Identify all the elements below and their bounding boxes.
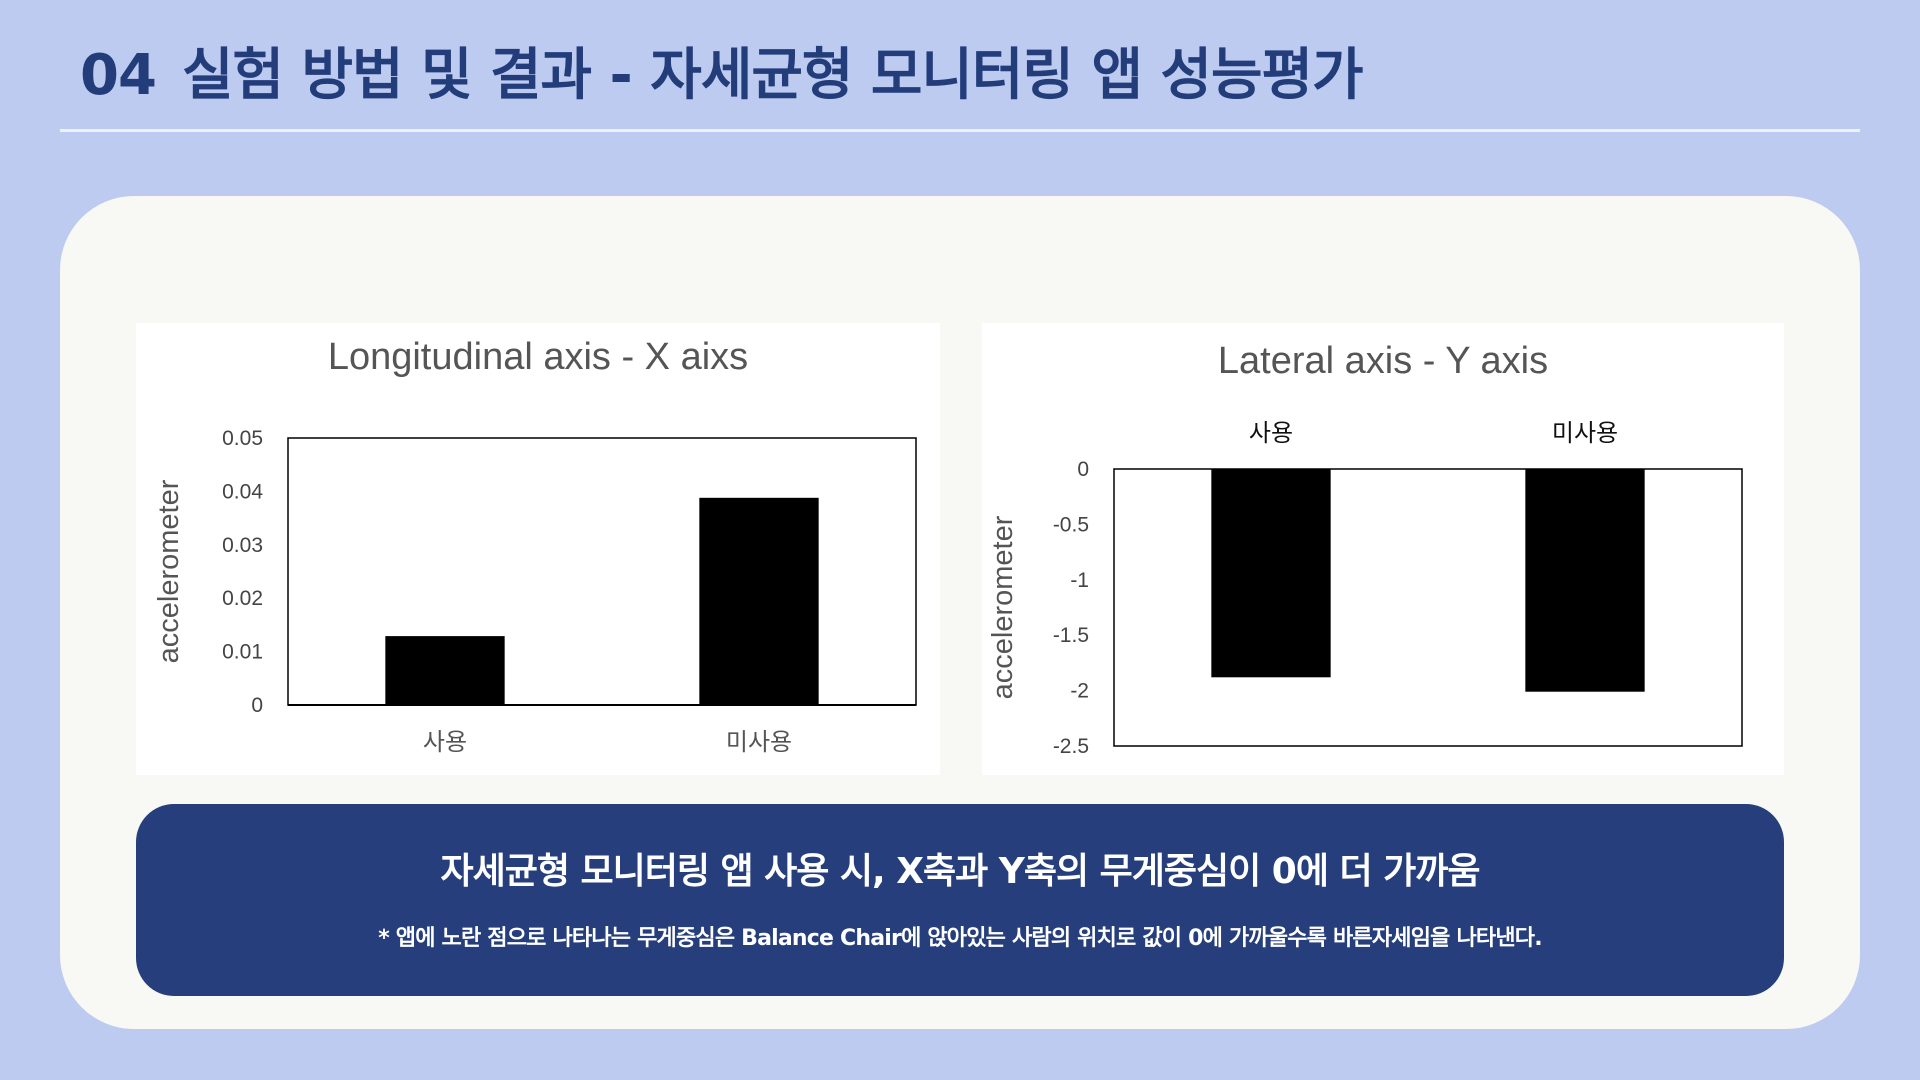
- y-tick-label: 0.02: [222, 587, 263, 610]
- page-title: 04 실험 방법 및 결과 - 자세균형 모니터링 앱 성능평가: [80, 30, 1364, 111]
- y-tick-label: 0: [1077, 458, 1089, 481]
- chart-title: Longitudinal axis - X aixs: [328, 336, 748, 378]
- bar: [699, 497, 819, 705]
- y-tick-label: 0: [251, 694, 263, 717]
- y-tick-label: -1.5: [1053, 624, 1089, 647]
- bar: [385, 636, 505, 705]
- y-tick-label: -2: [1070, 680, 1089, 703]
- y-tick-label: -1: [1070, 569, 1089, 592]
- section-number: 04: [80, 43, 157, 108]
- y-tick-label: 0.03: [222, 534, 263, 557]
- x-category-label: 사용: [1249, 420, 1293, 447]
- summary-note: * 앱에 노란 점으로 나타나는 무게중심은 Balance Chair에 앉아…: [378, 926, 1542, 951]
- summary-box: 자세균형 모니터링 앱 사용 시, X축과 Y축의 무게중심이 0에 더 가까움…: [136, 804, 1784, 996]
- bar: [1525, 469, 1645, 692]
- title-divider: [60, 129, 1860, 132]
- chart-x-axis-svg: Longitudinal axis - X aixs 0 0.01 0.02 0.03 0…: [153, 336, 917, 756]
- chart-y-axis: Lateral axis - Y axis 0 -0.5 -1 -1.5 -2 -2.5 ac…: [982, 323, 1784, 775]
- y-axis-label: accelerometer: [153, 479, 185, 663]
- y-tick-label: 0.04: [222, 480, 263, 503]
- summary-main: 자세균형 모니터링 앱 사용 시, X축과 Y축의 무게중심이 0에 더 가까움: [440, 851, 1480, 892]
- section-title: 실험 방법 및 결과 - 자세균형 모니터링 앱 성능평가: [181, 43, 1364, 108]
- y-tick-label: 0.05: [222, 427, 263, 450]
- chart-x-axis: Longitudinal axis - X aixs 0 0.01 0.02 0.03 0…: [136, 323, 940, 775]
- chart-y-axis-svg: Lateral axis - Y axis 0 -0.5 -1 -1.5 -2 -2.5 ac…: [987, 340, 1743, 758]
- plot-area: [1113, 468, 1743, 747]
- y-tick-label: -2.5: [1053, 735, 1089, 758]
- y-axis-label: accelerometer: [987, 515, 1019, 699]
- chart-title: Lateral axis - Y axis: [1218, 340, 1548, 382]
- x-category-label: 미사용: [1552, 420, 1618, 447]
- y-tick-label: 0.01: [222, 641, 263, 664]
- x-category-label: 사용: [423, 729, 467, 756]
- plot-area: [287, 437, 917, 706]
- x-category-label: 미사용: [726, 729, 792, 756]
- y-tick-label: -0.5: [1053, 513, 1089, 536]
- bar: [1211, 469, 1331, 678]
